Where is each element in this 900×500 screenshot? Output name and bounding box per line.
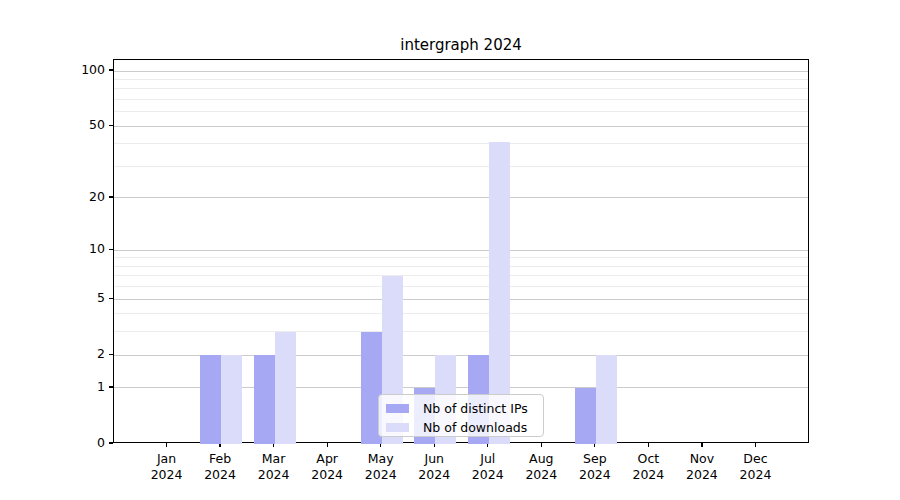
legend-swatch-downloads bbox=[386, 423, 409, 432]
y-tick-label-1: 1 bbox=[55, 380, 105, 394]
y-tick-50 bbox=[109, 125, 113, 126]
gridline-minor-4 bbox=[114, 313, 808, 314]
gridline-minor-7 bbox=[114, 275, 808, 276]
gridline-minor-90 bbox=[114, 79, 808, 80]
x-tick-label-dec: Dec 2024 bbox=[725, 451, 785, 483]
gridline-minor-9 bbox=[114, 257, 808, 258]
x-tick-label-jul: Jul 2024 bbox=[458, 451, 518, 483]
y-tick-20 bbox=[109, 196, 113, 197]
x-tick-label-sep: Sep 2024 bbox=[565, 451, 625, 483]
gridline-minor-70 bbox=[114, 99, 808, 100]
x-tick-jan bbox=[166, 443, 167, 447]
x-tick-label-apr: Apr 2024 bbox=[297, 451, 357, 483]
plot-area bbox=[113, 59, 809, 443]
legend-label-distinct-ips: Nb of distinct IPs bbox=[423, 401, 528, 416]
y-tick-label-20: 20 bbox=[55, 190, 105, 204]
x-tick-label-jun: Jun 2024 bbox=[404, 451, 464, 483]
y-tick-0 bbox=[109, 442, 113, 443]
gridline-major-5 bbox=[114, 299, 808, 300]
x-tick-label-nov: Nov 2024 bbox=[672, 451, 732, 483]
chart-title: intergraph 2024 bbox=[113, 36, 809, 54]
x-tick-aug bbox=[541, 443, 542, 447]
y-tick-10 bbox=[109, 249, 113, 250]
gridline-minor-30 bbox=[114, 166, 808, 167]
y-tick-label-2: 2 bbox=[55, 347, 105, 361]
x-tick-label-feb: Feb 2024 bbox=[190, 451, 250, 483]
gridline-major-10 bbox=[114, 250, 808, 251]
legend: Nb of distinct IPs Nb of downloads bbox=[378, 394, 544, 437]
x-tick-nov bbox=[701, 443, 702, 447]
legend-label-downloads: Nb of downloads bbox=[423, 420, 527, 435]
legend-swatch-distinct-ips bbox=[386, 404, 409, 413]
x-tick-dec bbox=[755, 443, 756, 447]
x-tick-apr bbox=[327, 443, 328, 447]
y-tick-label-0: 0 bbox=[55, 436, 105, 450]
gridline-minor-6 bbox=[114, 286, 808, 287]
gridline-minor-3 bbox=[114, 331, 808, 332]
gridline-major-20 bbox=[114, 197, 808, 198]
bar-distinct-ips-feb bbox=[200, 355, 221, 444]
x-tick-label-mar: Mar 2024 bbox=[244, 451, 304, 483]
y-tick-5 bbox=[109, 298, 113, 299]
chart-canvas: intergraph 2024 0 1 2 5 10 20 50 100 Jan 2024Feb… bbox=[0, 0, 900, 500]
bar-distinct-ips-mar bbox=[254, 355, 275, 444]
y-tick-label-10: 10 bbox=[55, 242, 105, 256]
gridline-minor-60 bbox=[114, 111, 808, 112]
x-tick-label-oct: Oct 2024 bbox=[618, 451, 678, 483]
y-tick-2 bbox=[109, 354, 113, 355]
gridline-major-50 bbox=[114, 126, 808, 127]
x-tick-oct bbox=[648, 443, 649, 447]
x-tick-label-aug: Aug 2024 bbox=[511, 451, 571, 483]
legend-item-distinct-ips: Nb of distinct IPs bbox=[386, 399, 535, 418]
y-tick-label-100: 100 bbox=[55, 63, 105, 77]
bar-downloads-feb bbox=[221, 355, 242, 444]
gridline-minor-80 bbox=[114, 88, 808, 89]
gridline-minor-8 bbox=[114, 266, 808, 267]
y-tick-label-50: 50 bbox=[55, 118, 105, 132]
y-tick-label-5: 5 bbox=[55, 291, 105, 305]
y-tick-100 bbox=[109, 69, 113, 70]
bar-distinct-ips-sep bbox=[575, 388, 596, 444]
legend-item-downloads: Nb of downloads bbox=[386, 418, 535, 437]
gridline-minor-40 bbox=[114, 143, 808, 144]
x-tick-label-may: May 2024 bbox=[351, 451, 411, 483]
bar-downloads-mar bbox=[275, 332, 296, 444]
x-tick-label-jan: Jan 2024 bbox=[137, 451, 197, 483]
gridline-major-100 bbox=[114, 71, 808, 72]
y-tick-1 bbox=[109, 386, 113, 387]
bar-downloads-sep bbox=[596, 355, 617, 444]
